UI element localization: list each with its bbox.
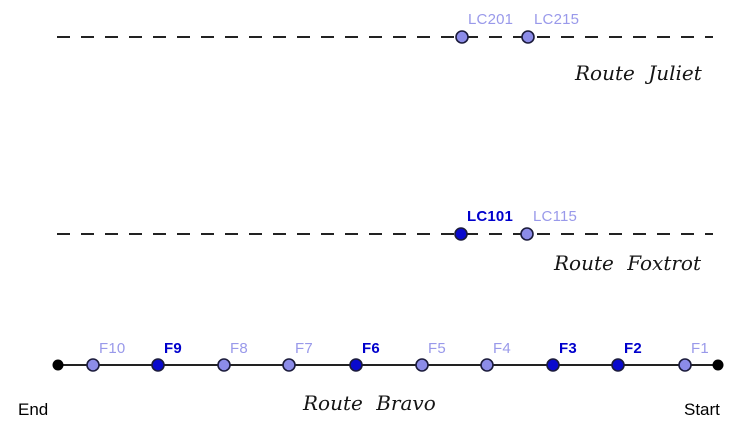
point-lc115 — [520, 227, 534, 241]
point-label-f5: F5 — [428, 340, 446, 357]
point-lc101 — [454, 227, 468, 241]
point-f9 — [151, 358, 165, 372]
point-label-lc115: LC115 — [533, 208, 578, 225]
start-label: Start — [684, 400, 720, 419]
route-title-juliet: Route Juliet — [575, 61, 702, 85]
point-label-f3: F3 — [559, 340, 577, 357]
point-f10 — [86, 358, 100, 372]
point-f7 — [282, 358, 296, 372]
end-label: End — [18, 400, 49, 419]
point-label-f6: F6 — [362, 340, 380, 357]
point-f4 — [480, 358, 494, 372]
route-title-bravo: Route Bravo — [303, 391, 436, 415]
point-label-f10: F10 — [99, 340, 126, 357]
point-f6 — [349, 358, 363, 372]
point-label-lc101: LC101 — [467, 208, 514, 225]
point-label-f2: F2 — [624, 340, 642, 357]
point-label-f9: F9 — [164, 340, 182, 357]
point-label-f1: F1 — [691, 340, 709, 357]
point-label-f4: F4 — [493, 340, 511, 357]
point-lc201 — [455, 30, 469, 44]
point-f1 — [678, 358, 692, 372]
point-label-f8: F8 — [230, 340, 248, 357]
point-label-f7: F7 — [295, 340, 313, 357]
point-f3 — [546, 358, 560, 372]
point-f8 — [217, 358, 231, 372]
route-terminal-point — [712, 359, 724, 371]
route-title-foxtrot: Route Foxtrot — [554, 251, 701, 275]
point-f2 — [611, 358, 625, 372]
point-lc215 — [521, 30, 535, 44]
point-f5 — [415, 358, 429, 372]
point-label-lc215: LC215 — [534, 11, 580, 28]
point-label-lc201: LC201 — [468, 11, 514, 28]
route-terminal-point — [52, 359, 64, 371]
